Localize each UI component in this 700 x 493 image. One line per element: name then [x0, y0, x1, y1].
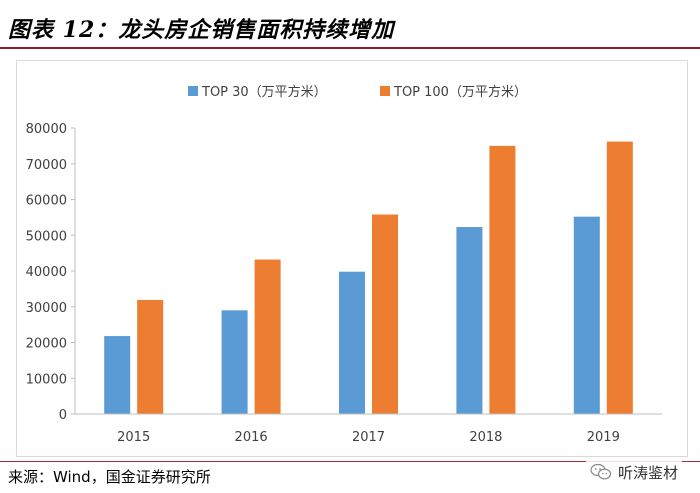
bar-top30-2019: [573, 216, 600, 414]
bar-top100-2017: [372, 214, 398, 414]
x-tick-label: 2018: [469, 430, 502, 445]
bar-top100-2018: [489, 145, 516, 414]
legend-swatch-top100: [380, 86, 390, 96]
x-tick-label: 2015: [117, 430, 150, 445]
wechat-icon: [590, 463, 612, 480]
x-tick-label: 2017: [352, 430, 385, 445]
y-tick-label: 0: [59, 408, 67, 423]
plot-area: [104, 141, 633, 414]
x-tick-label: 2016: [235, 430, 268, 445]
chart-frame: [16, 60, 688, 457]
x-axis: 2015 2016 2017 2018 2019: [75, 413, 662, 445]
legend-label-top30: TOP 30（万平方米）: [201, 84, 327, 100]
chart-legend: TOP 30（万平方米） TOP 100（万平方米）: [188, 84, 527, 100]
bar-top30-2017: [339, 271, 365, 414]
legend-label-top100: TOP 100（万平方米）: [393, 84, 527, 100]
watermark-text: 听涛鉴材: [617, 463, 678, 482]
bar-top30-2018: [456, 227, 483, 414]
bar-top100-2016: [254, 259, 281, 414]
bar-top30-2016: [221, 310, 248, 414]
y-tick-label: 10000: [26, 372, 67, 387]
watermark: 听涛鉴材: [585, 458, 682, 486]
figure-header: 图表 12：龙头房企销售面积持续增加: [0, 0, 700, 50]
y-axis: 0 10000 20000 30000 40000 50000 60000 70000 8000…: [26, 122, 76, 423]
figure-title: 图表 12：龙头房企销售面积持续增加: [8, 17, 395, 43]
bar-top100-2019: [606, 141, 633, 414]
y-tick-label: 70000: [26, 158, 67, 173]
source-note: 来源：Wind，国金证券研究所: [8, 468, 211, 486]
legend-swatch-top30: [188, 86, 198, 96]
y-tick-label: 30000: [26, 301, 67, 316]
y-tick-label: 60000: [26, 194, 67, 209]
y-tick-label: 50000: [26, 229, 67, 244]
y-tick-label: 20000: [26, 337, 67, 352]
header-divider: [0, 47, 700, 49]
bar-top100-2015: [137, 299, 164, 414]
y-tick-label: 80000: [26, 122, 67, 137]
x-tick-label: 2019: [587, 430, 620, 445]
bar-top30-2015: [104, 336, 131, 414]
footer-divider: [0, 461, 700, 462]
y-tick-label: 40000: [26, 265, 67, 280]
